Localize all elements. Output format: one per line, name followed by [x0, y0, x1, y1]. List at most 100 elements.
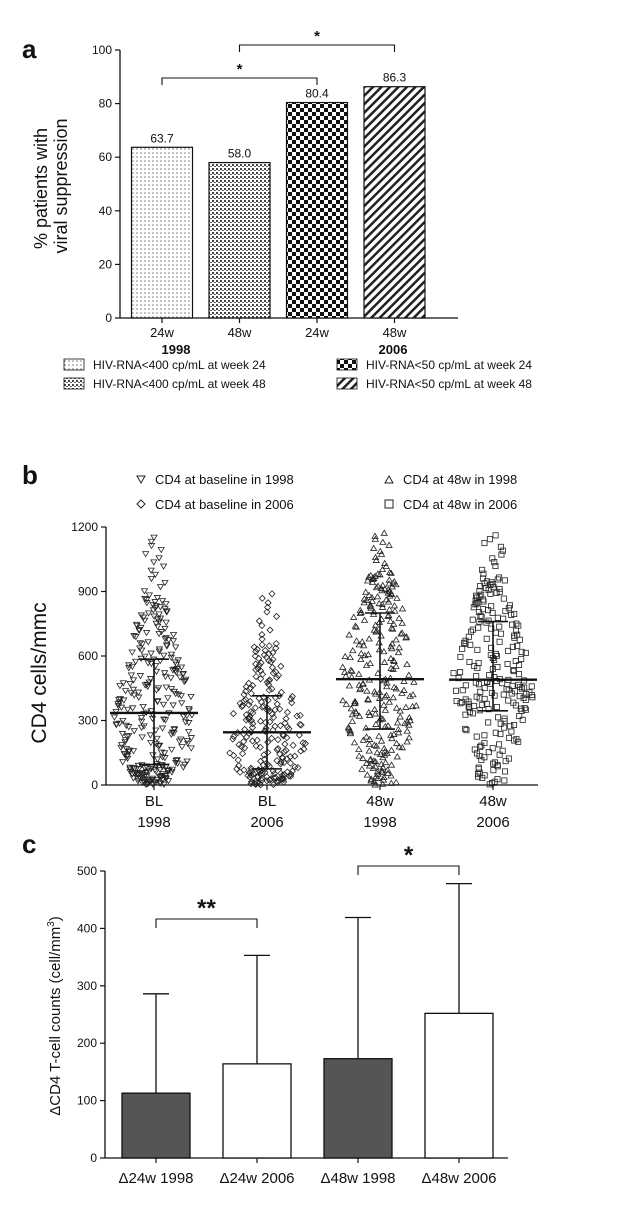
- panel-b-point: [396, 713, 404, 720]
- legend-label-400-w24: HIV-RNA<400 cp/mL at week 24: [93, 358, 266, 372]
- panel-b-point: [257, 659, 265, 667]
- panel-b-point: [359, 736, 368, 743]
- panel-b-point: [513, 620, 520, 627]
- panel-b-point: [159, 563, 168, 570]
- panel-b-point: [518, 655, 525, 662]
- panel-b-point: [273, 674, 281, 682]
- panel-b-point: [345, 682, 354, 689]
- panel-b-point: [289, 741, 297, 749]
- panel-b-point: [263, 608, 271, 616]
- panel-b-point: [266, 718, 274, 726]
- panel-b-point: [501, 715, 508, 722]
- panel-b-point: [257, 717, 265, 725]
- panel-a-significance-star: *: [314, 28, 320, 45]
- panel-b-point: [122, 722, 130, 729]
- panel-a-y-axis-label: % patients with viral suppression: [31, 118, 71, 253]
- panel-b-point: [375, 732, 383, 739]
- panel-b-point: [245, 701, 253, 709]
- panel-b-point: [508, 728, 515, 735]
- panel-b-point: [120, 697, 128, 704]
- panel-b-point: [477, 688, 484, 695]
- panel-b-point: [380, 647, 388, 655]
- panel-b-point: [267, 658, 275, 666]
- panel-c-bar: [323, 1058, 393, 1159]
- panel-b-point: [181, 719, 190, 726]
- panel-b-point: [128, 705, 137, 712]
- panel-b-point: [508, 690, 515, 697]
- panel-b-point: [134, 778, 142, 785]
- panel-b-point: [496, 751, 503, 758]
- panel-b-point: [110, 714, 119, 721]
- panel-b-point: [394, 729, 403, 736]
- panel-b-point: [355, 641, 363, 648]
- panel-b-point: [481, 740, 488, 747]
- panel-b-point: [261, 646, 269, 655]
- panel-b-point: [349, 613, 358, 620]
- panel-b-point: [393, 719, 402, 726]
- panel-b-point: [412, 702, 420, 709]
- panel-b-point: [496, 741, 503, 748]
- panel-b-point: [147, 575, 156, 583]
- panel-b-point: [382, 562, 390, 569]
- panel-b-point: [370, 608, 378, 615]
- panel-b-point: [478, 591, 485, 598]
- panel-b-point: [389, 694, 397, 701]
- panel-a-legend: HIV-RNA<400 cp/mL at week 24 HIV-RNA<50 …: [63, 358, 532, 391]
- panel-a-ytick-label: 100: [92, 43, 112, 57]
- panel-b-point: [462, 640, 469, 647]
- panel-c-significance-star: **: [197, 895, 216, 922]
- panel-b-point: [501, 768, 508, 775]
- panel-b-point: [367, 777, 375, 784]
- panel-b-point: [491, 759, 498, 766]
- panel-b-point: [350, 739, 359, 746]
- panel-a-value-label: 80.4: [305, 87, 329, 101]
- panel-b-point: [381, 748, 389, 755]
- panel-b-point: [116, 683, 124, 690]
- panel-a-value-label: 63.7: [150, 131, 174, 145]
- panel-b-point: [462, 682, 469, 689]
- panel-b-point: [124, 733, 133, 740]
- panel-b-point: [158, 762, 167, 769]
- panel-b-point: [295, 731, 303, 739]
- panel-b-point: [462, 725, 469, 732]
- panel-b-point: [123, 755, 132, 763]
- panel-b-point: [244, 772, 252, 780]
- panel-b-point: [516, 693, 523, 700]
- panel-b-point: [450, 670, 457, 677]
- panel-b-point: [132, 621, 141, 628]
- panel-b-point: [252, 648, 260, 656]
- panel-c-y-axis-label: ΔCD4 T-cell counts (cell/mm3): [46, 916, 64, 1116]
- panel-b-point: [264, 704, 272, 713]
- panel-b-point: [118, 731, 127, 738]
- panel-b-point: [498, 551, 505, 558]
- panel-b-point: [271, 774, 280, 782]
- panel-b-point: [242, 711, 250, 719]
- panel-b-point: [480, 598, 487, 605]
- panel-b-point: [389, 620, 398, 627]
- panel-b-point: [233, 765, 241, 773]
- panel-b-point: [144, 610, 153, 617]
- panel-b-point: [517, 683, 524, 690]
- panel-b-point: [248, 778, 256, 786]
- panel-b-point: [279, 730, 287, 739]
- panel-b-point: [177, 664, 186, 671]
- panel-b-point: [237, 743, 246, 751]
- legend-label-48w-1998: CD4 at 48w in 1998: [403, 472, 517, 487]
- panel-b-point: [182, 676, 190, 683]
- panel-b-point: [155, 648, 164, 655]
- panel-b-point: [151, 599, 159, 606]
- panel-b-point: [291, 763, 299, 771]
- panel-b-point: [505, 734, 512, 741]
- panel-b-point: [469, 710, 476, 717]
- panel-b-point: [255, 617, 263, 625]
- panel-b-point: [360, 595, 369, 602]
- panel-b-point: [463, 727, 470, 734]
- panel-b-point: [483, 619, 490, 626]
- legend-label-50-w48: HIV-RNA<50 cp/mL at week 48: [366, 377, 532, 391]
- panel-b-point: [396, 707, 404, 714]
- panel-b-point: [277, 769, 285, 777]
- panel-a-value-label: 86.3: [383, 71, 407, 85]
- panel-b-point: [356, 684, 365, 691]
- panel-b-point: [240, 766, 248, 774]
- panel-b-point: [250, 643, 258, 651]
